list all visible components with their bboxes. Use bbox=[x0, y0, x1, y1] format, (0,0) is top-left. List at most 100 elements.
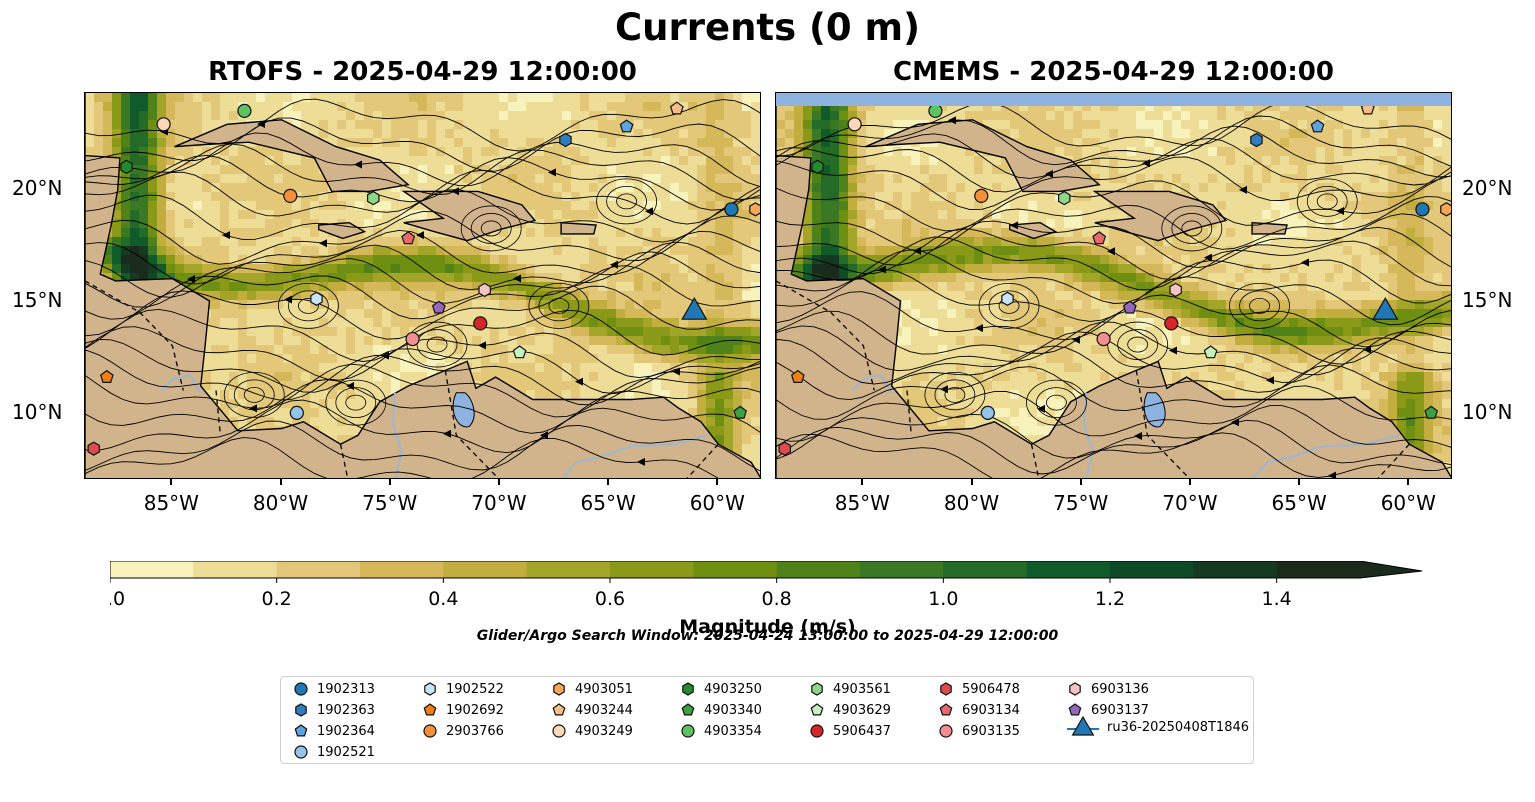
rtofs-marker-5906437 bbox=[473, 316, 488, 331]
legend-marker-icon bbox=[1067, 715, 1099, 736]
legend-hexagon-marker bbox=[682, 682, 694, 696]
legend-pentagon-marker bbox=[1068, 703, 1082, 716]
rtofs-marker-1902521 bbox=[289, 405, 304, 420]
rtofs-marker-2903766 bbox=[283, 188, 298, 204]
cmems-no-data-band bbox=[776, 93, 1451, 106]
panel-title-rtofs: RTOFS - 2025-04-29 12:00:00 bbox=[208, 57, 637, 87]
legend-hexagon-marker bbox=[553, 682, 565, 696]
cmems-lake bbox=[1143, 392, 1166, 428]
cmems-marker-6903137 bbox=[1122, 300, 1137, 314]
rtofs-land-cuba bbox=[174, 119, 410, 193]
legend-marker-icon bbox=[553, 682, 565, 696]
rtofs-marker-6903134 bbox=[401, 231, 416, 245]
legend-marker-icon bbox=[939, 703, 953, 716]
cmems-marker-4903561 bbox=[1058, 190, 1071, 206]
colorbar-swatch bbox=[693, 561, 778, 578]
legend-label: 2903766 bbox=[446, 723, 504, 739]
x-tick-mark bbox=[970, 478, 973, 485]
rtofs-river bbox=[160, 373, 202, 394]
legend-hexagon-marker bbox=[940, 682, 952, 696]
legend-label: 4903051 bbox=[575, 681, 633, 697]
x-tick-label: 65°W bbox=[1271, 491, 1327, 515]
colorbar-swatch bbox=[276, 561, 361, 578]
cmems-marker-4903249 bbox=[847, 117, 862, 132]
legend-hexagon-marker bbox=[1069, 682, 1081, 696]
x-tick-mark bbox=[279, 478, 282, 485]
legend-hexagon-marker bbox=[424, 682, 436, 696]
cmems-marker-4903051 bbox=[1440, 202, 1451, 217]
legend-item: 1902692 bbox=[422, 700, 504, 720]
rtofs-border bbox=[85, 280, 184, 391]
colorbar-swatch bbox=[526, 561, 611, 578]
cmems-marker-6903134 bbox=[1092, 231, 1107, 245]
cmems-marker-1902692 bbox=[790, 369, 805, 383]
legend-marker-icon bbox=[811, 682, 823, 696]
cmems-land-puerto-rico bbox=[1251, 221, 1288, 235]
cmems-map-panel[interactable] bbox=[775, 92, 1452, 479]
cmems-float-markers bbox=[778, 101, 1451, 456]
legend-label: 6903137 bbox=[1091, 702, 1149, 718]
cmems-marker-4903629 bbox=[1203, 345, 1218, 359]
legend-pentagon-marker bbox=[294, 724, 308, 737]
cmems-marker-5906437 bbox=[1164, 316, 1179, 331]
rtofs-marker-4903250 bbox=[120, 159, 133, 174]
x-tick-label: 75°W bbox=[1053, 491, 1109, 515]
cmems-river bbox=[1252, 434, 1399, 478]
rtofs-lake bbox=[452, 392, 475, 428]
cmems-marker-1902364 bbox=[1310, 119, 1325, 133]
figure-title: Currents (0 m) bbox=[614, 6, 920, 49]
legend-marker-icon bbox=[424, 682, 436, 696]
legend-item: 4903340 bbox=[680, 700, 762, 720]
colorbar-tick-label: 0.2 bbox=[262, 588, 292, 610]
y-tick-label: 15°N bbox=[1462, 288, 1513, 313]
colorbar-tick-label: 1.4 bbox=[1262, 588, 1292, 610]
colorbar-swatch bbox=[610, 561, 694, 578]
legend-item: 1902521 bbox=[293, 742, 375, 762]
cmems-map-canvas bbox=[776, 93, 1451, 478]
rtofs-river bbox=[391, 392, 403, 478]
colorbar-swatch bbox=[943, 561, 1028, 578]
cmems-marker-6903136 bbox=[1169, 282, 1182, 298]
legend-marker-icon bbox=[552, 724, 566, 738]
colorbar-label: Magnitude (m/s) bbox=[679, 616, 856, 638]
x-tick-mark bbox=[1079, 478, 1082, 485]
legend-label: 1902521 bbox=[317, 744, 375, 760]
y-tick-label: 20°N bbox=[1462, 176, 1513, 201]
rtofs-border bbox=[215, 390, 222, 436]
cmems-river bbox=[1082, 392, 1094, 478]
cmems-marker-1902313 bbox=[1415, 202, 1430, 217]
colorbar-tick-label: 0.4 bbox=[428, 588, 458, 610]
colorbar-tick-label: 0.0 bbox=[110, 588, 125, 610]
legend-item: 4903250 bbox=[680, 679, 762, 699]
legend-item: 1902313 bbox=[293, 679, 375, 699]
cmems-marker-4903354 bbox=[928, 103, 943, 118]
colorbar-swatch bbox=[1193, 561, 1278, 578]
x-tick-label: 80°W bbox=[252, 491, 309, 515]
legend-circle-marker bbox=[810, 724, 824, 738]
legend-label: 6903136 bbox=[1091, 681, 1149, 697]
legend-hexagon-marker bbox=[811, 682, 823, 696]
x-tick-mark bbox=[1188, 478, 1191, 485]
rtofs-land-jamaica bbox=[318, 221, 367, 240]
legend-marker-icon bbox=[423, 724, 437, 738]
cmems-border bbox=[776, 280, 875, 391]
legend-circle-marker bbox=[423, 724, 437, 738]
y-tick-label: 15°N bbox=[12, 288, 63, 313]
legend-label: ru36-20250408T1846 bbox=[1107, 719, 1250, 735]
legend-marker-icon bbox=[940, 682, 952, 696]
rtofs-border bbox=[686, 443, 719, 478]
legend-label: 1902363 bbox=[317, 702, 375, 718]
legend-label: 4903244 bbox=[575, 702, 633, 718]
legend-marker-icon bbox=[294, 745, 308, 759]
rtofs-map-panel[interactable] bbox=[84, 92, 761, 479]
legend-label: 6903134 bbox=[962, 702, 1020, 718]
legend-label: 6903135 bbox=[962, 723, 1020, 739]
legend-circle-marker bbox=[681, 724, 695, 738]
legend-item: 4903249 bbox=[551, 721, 633, 741]
rtofs-marker-1902313 bbox=[724, 202, 739, 217]
legend-label: 4903250 bbox=[704, 681, 762, 697]
x-tick-label: 80°W bbox=[943, 491, 1000, 515]
x-tick-mark bbox=[388, 478, 391, 485]
legend-marker-icon bbox=[294, 724, 308, 737]
y-tick-label: 20°N bbox=[12, 176, 63, 201]
